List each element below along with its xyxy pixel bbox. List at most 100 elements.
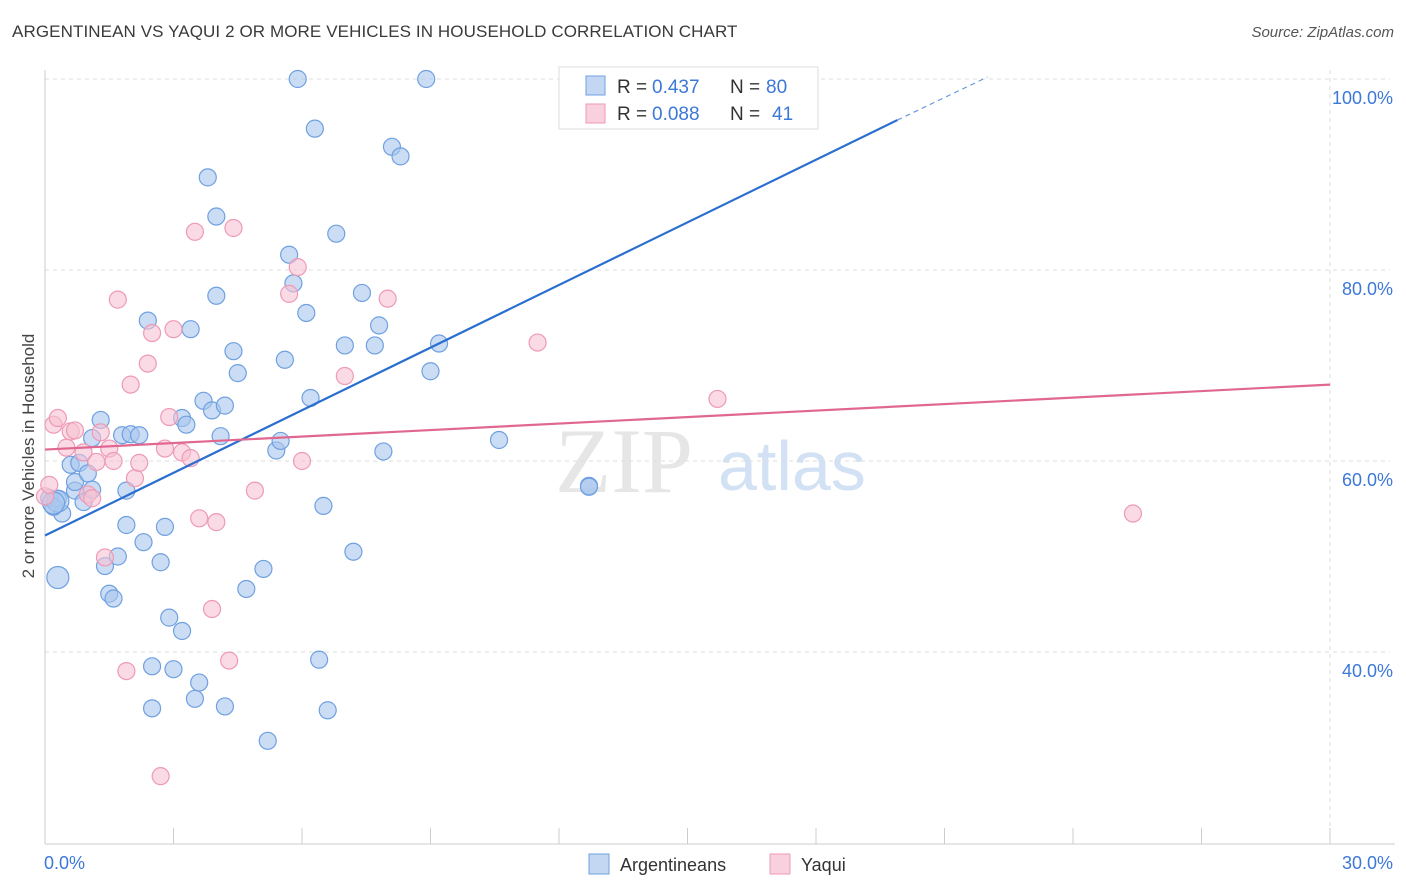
legend-r-value-2: 0.088 [652,104,700,125]
argentinean-point [142,657,162,676]
yaqui-point [245,481,264,500]
argentinean-point [155,517,175,536]
yaqui-point [280,284,299,303]
legend-swatch-pink [585,103,606,124]
yaqui-point [121,375,140,394]
legend-r-value-1: 0.437 [652,77,700,98]
argentinean-point [258,731,277,750]
yaqui-point [202,599,222,619]
yaqui-point [160,407,179,427]
argentinean-point [275,350,294,369]
argentinean-point [370,316,389,335]
correlation-legend: R = 0.437 N = 80 R = 0.088 N = 41 [558,66,819,130]
argentinean-point [117,515,136,535]
argentinean-point [224,342,243,361]
yaqui-point [151,767,170,786]
argentinean-point [271,431,290,451]
chart-title: ARGENTINEAN VS YAQUI 2 OR MORE VEHICLES … [12,22,738,41]
yaqui-point [185,222,205,241]
argentinean-point [190,673,209,692]
yaqui-point [1123,504,1143,523]
argentinean-point [297,303,316,323]
argentinean-point [207,286,226,305]
legend-n-label-1: N = [730,77,760,98]
argentinean-point [228,364,247,383]
legend-n-value-1: 80 [766,77,787,98]
argentinean-point [215,396,234,415]
argentinean-point [327,224,346,243]
argentinean-point [374,442,393,461]
argentinean-point [237,579,256,599]
yaqui-point [108,290,127,309]
legend-n-label-2: N = [730,104,760,125]
yaqui-point [528,333,547,352]
argentinean-point [318,701,337,720]
source-label: Source: ZipAtlas.com [1251,24,1394,41]
legend-swatch-blue [585,75,606,96]
argentinean-point [391,147,410,166]
argentinean-point [365,336,384,355]
argentinean-point [65,472,85,492]
bottom-legend-label-yaqui: Yaqui [801,855,846,875]
argentinean-point [335,336,354,355]
y-tick-label: 80.0% [1342,279,1393,299]
argentinean-point [288,69,307,89]
yaqui-point [65,421,85,440]
argentinean-point [579,477,599,496]
argentinean-point [207,207,226,226]
argentinean-point [305,119,324,138]
yaqui-point [48,408,67,428]
y-tick-label: 40.0% [1342,661,1393,681]
yaqui-point [190,509,209,528]
argentinean-point [211,427,230,446]
argentinean-point [344,542,363,561]
data-points [35,69,1143,786]
yaqui-point [130,453,149,473]
yaqui-point [207,513,226,532]
yaqui-point [95,548,115,567]
argentinean-point [164,660,183,679]
y-axis-label: 2 or more Vehicles in Household [19,334,38,579]
argentinean-point [185,689,205,708]
yaqui-point [40,475,59,494]
y-tick-label: 100.0% [1332,88,1393,108]
argentinean-point [421,362,440,381]
yaqui-point [104,451,123,471]
legend-r-label-1: R = [617,77,647,98]
yaqui-trend-line [44,383,1331,451]
bottom-legend-swatch-argentineans [588,853,610,875]
x-tick-label: 0.0% [44,853,85,873]
argentinean-trend-extension [897,76,988,121]
argentinean-point [177,415,196,434]
argentinean-point [489,430,509,450]
argentinean-point [181,320,200,339]
yaqui-point [708,389,727,409]
argentinean-point [172,621,192,641]
argentinean-point [142,699,162,718]
yaqui-point [335,366,354,386]
argentinean-point [134,533,153,552]
x-tick-label: 30.0% [1342,853,1393,873]
y-tick-label: 60.0% [1342,470,1393,490]
argentinean-point [254,559,273,579]
bottom-legend-swatch-yaqui [769,853,791,875]
argentinean-point [280,245,299,264]
argentinean-point [160,608,179,627]
legend-r-label-2: R = [617,104,647,125]
series-legend: Argentineans Yaqui [588,853,846,875]
axes: 40.0% 60.0% 80.0% 100.0% 0.0% 30.0% [44,70,1395,873]
watermark-atlas: atlas [718,427,866,505]
yaqui-point [378,289,397,308]
argentinean-trend-line [44,119,898,537]
yaqui-point [164,320,183,339]
yaqui-point [125,469,145,488]
yaqui-point [288,258,307,277]
argentinean-point [130,426,149,445]
yaqui-point [142,323,162,343]
argentinean-point [314,496,333,515]
argentinean-point [215,697,234,716]
argentinean-point [198,168,217,187]
yaqui-point [224,218,243,238]
yaqui-point [138,354,157,373]
